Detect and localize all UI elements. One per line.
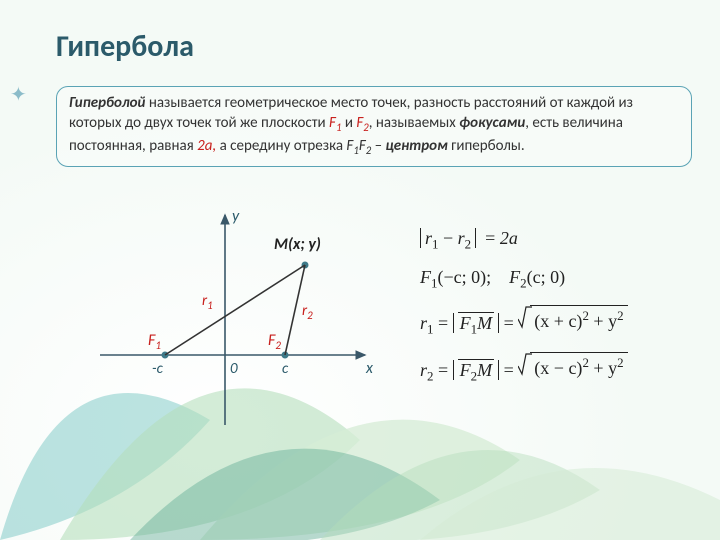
eq-foci: F1(−c; 0); F2(c; 0) — [420, 267, 700, 292]
r2-label: r2 — [302, 302, 313, 322]
axis-y-label: y — [232, 207, 240, 226]
hyperbola-diagram: y x 0 -c c F1 F2 M(x; y) r1 r2 — [70, 205, 380, 445]
f2-label: F2 — [268, 331, 281, 352]
f1-label: F1 — [148, 331, 161, 352]
bullet-icon: ✦ — [10, 82, 27, 107]
eq-r1: r1 = F1M = (x + c)2 + y2 — [420, 305, 700, 338]
equations-block: r1 − r2 = 2a F1(−c; 0); F2(c; 0) r1 = F1… — [420, 228, 700, 398]
c-label: c — [282, 360, 289, 378]
m-label: M(x; y) — [274, 235, 321, 254]
origin-label: 0 — [230, 360, 238, 378]
page-title: Гипербола — [56, 28, 194, 65]
eq-abs: r1 − r2 = 2a — [420, 228, 700, 253]
eq-r2: r2 = F2M = (x − c)2 + y2 — [420, 352, 700, 385]
definition-box: Гиперболой называется геометрическое мес… — [56, 86, 692, 167]
axis-x-label: x — [365, 359, 374, 378]
minus-c-label: -c — [152, 360, 164, 378]
r1-label: r1 — [202, 292, 213, 312]
